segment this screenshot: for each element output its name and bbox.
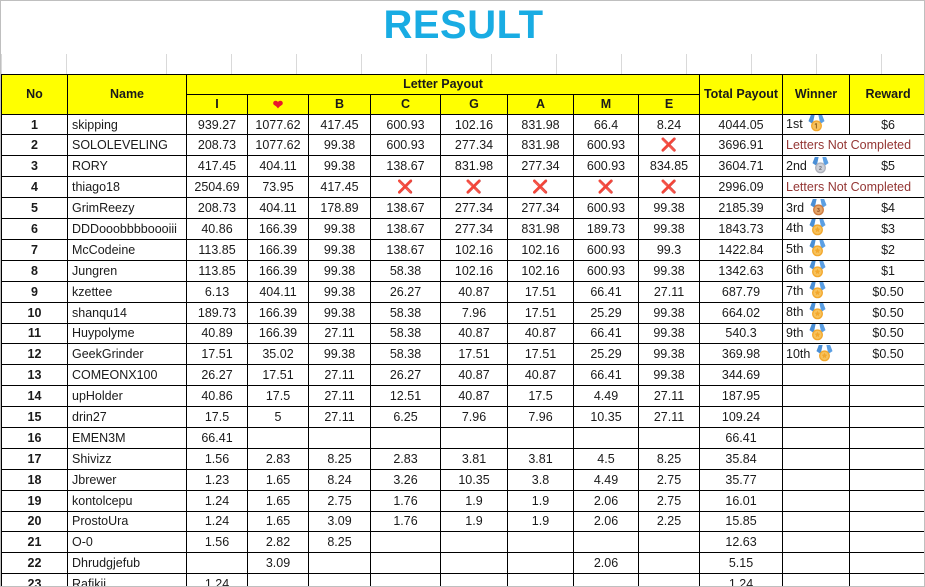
svg-text:2: 2	[819, 166, 822, 172]
svg-text:3: 3	[817, 208, 820, 214]
